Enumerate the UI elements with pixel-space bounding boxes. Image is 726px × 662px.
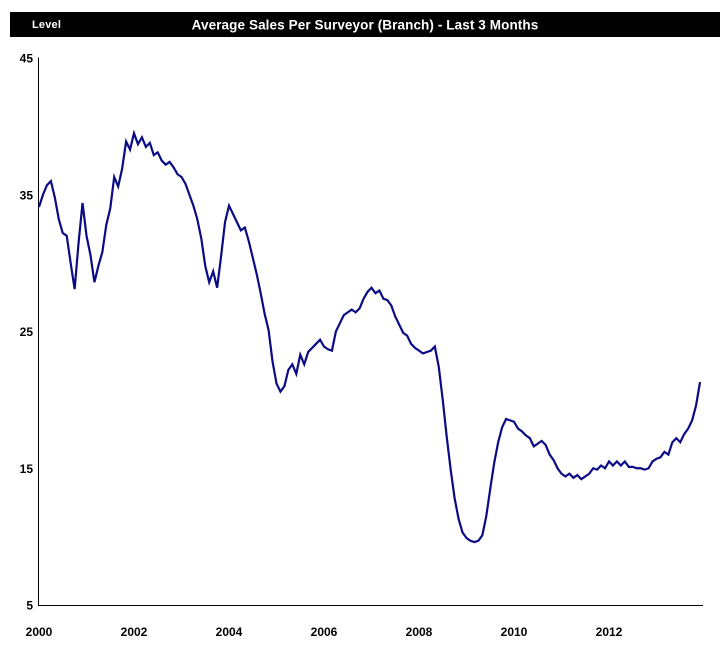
y-tick-label: 5: [26, 599, 33, 613]
x-tick-label: 2000: [26, 625, 53, 639]
x-tick-label: 2004: [216, 625, 243, 639]
x-tick-label: 2008: [406, 625, 433, 639]
sales-line: [37, 129, 702, 544]
axes: [37, 57, 703, 607]
y-tick-label: 35: [20, 188, 34, 202]
y-tick-label: 45: [20, 52, 34, 66]
x-tick-label: 2002: [121, 625, 148, 639]
chart-title: Average Sales Per Surveyor (Branch) - La…: [191, 17, 539, 32]
chart-header-bar: Level Average Sales Per Surveyor (Branch…: [10, 12, 720, 37]
y-tick-label: 25: [20, 325, 34, 339]
x-tick-label: 2012: [596, 625, 623, 639]
y-tick-label: 15: [20, 462, 34, 476]
x-tick-label: 2006: [311, 625, 338, 639]
y-axis-unit-label: Level: [32, 18, 62, 31]
x-tick-label: 2010: [501, 625, 528, 639]
